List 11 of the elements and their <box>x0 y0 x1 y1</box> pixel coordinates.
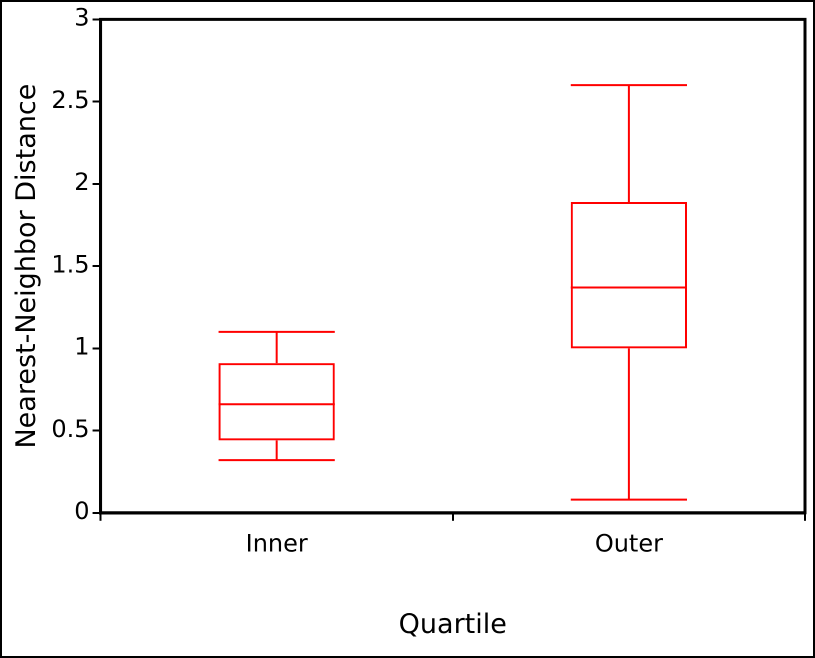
x-tick-label: Outer <box>594 529 664 558</box>
x-axis-title: Quartile <box>398 608 507 640</box>
y-axis-title: Nearest-Neighbor Distance <box>11 84 42 449</box>
y-tick-label: 1.5 <box>51 250 90 278</box>
y-tick-label: 0.5 <box>51 414 90 443</box>
y-tick-label: 2 <box>74 168 90 196</box>
y-tick-label: 3 <box>74 4 90 32</box>
y-tick-label: 1 <box>74 332 90 361</box>
y-tick-label: 2.5 <box>51 86 90 114</box>
y-tick-label: 0 <box>74 497 90 526</box>
x-tick-label: Inner <box>246 529 308 558</box>
